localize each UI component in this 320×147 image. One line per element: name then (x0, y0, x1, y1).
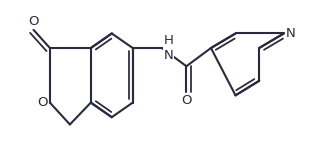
Text: O: O (28, 15, 39, 28)
Text: O: O (181, 93, 192, 107)
Text: H
N: H N (164, 34, 173, 62)
Text: N: N (285, 27, 295, 40)
Text: O: O (37, 96, 48, 109)
